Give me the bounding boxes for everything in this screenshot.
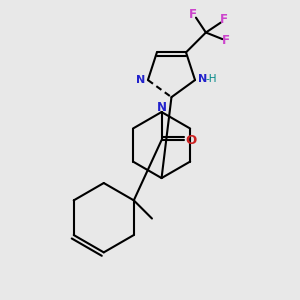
Text: N: N	[157, 100, 166, 114]
Text: F: F	[222, 34, 230, 47]
Text: N: N	[136, 75, 145, 85]
Text: F: F	[220, 13, 228, 26]
Text: N: N	[198, 74, 207, 84]
Text: O: O	[186, 134, 197, 147]
Text: F: F	[189, 8, 197, 21]
Text: -H: -H	[206, 74, 218, 84]
